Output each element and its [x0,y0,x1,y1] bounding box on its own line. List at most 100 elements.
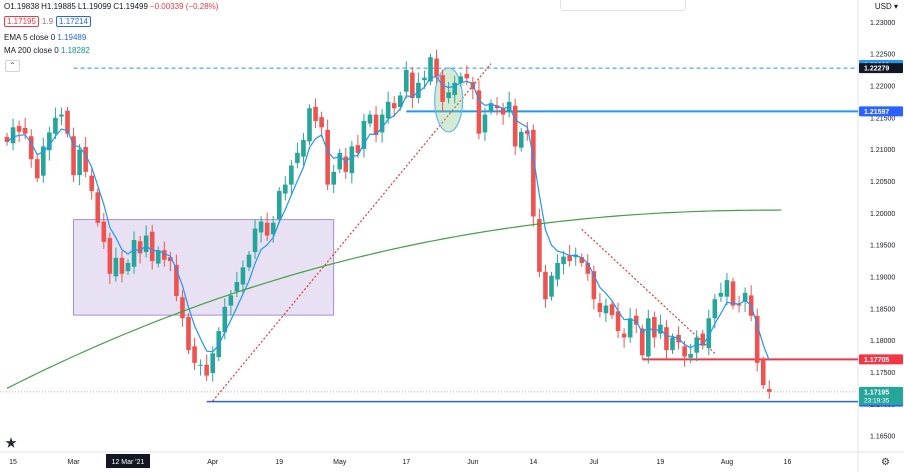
x-tick-label: 12 Mar '21 [112,459,145,466]
y-tick-label: 1.19000 [870,274,895,281]
candle-body [597,303,603,312]
candle-body [712,299,718,319]
x-tick-label: 19 [275,459,283,466]
low-value: L1.19099 [77,2,112,11]
ema-value: 1.19489 [57,33,87,42]
spread-value: 1.9 [41,17,54,26]
candle-body [700,333,706,346]
candle-body [500,108,506,115]
sell-button[interactable]: 1.17195 [4,16,39,27]
ma-legend[interactable]: MA 200 close 0 1.18282 [4,46,90,55]
candle-body [240,267,246,285]
candle-body [736,304,742,306]
candle-body [579,257,585,263]
candle-body [561,256,566,265]
currency-label: USD [874,2,892,11]
candle-body [301,140,306,157]
candle-body [724,280,730,297]
x-tick-label: Jul [589,459,598,466]
currency-selector[interactable]: USD ▾ [875,2,898,11]
candle-body [331,171,336,185]
candle-body [174,264,179,297]
y-tick-label: 1.20000 [870,211,895,218]
y-tick-label: 1.22500 [870,52,895,59]
x-tick-label: Mar [68,459,81,466]
ma-label: MA 200 close 0 [4,46,59,55]
candle-body [16,126,22,132]
candle-body [355,145,361,153]
candle-body [464,73,470,79]
candle-body [458,76,464,83]
label-current-bg [859,386,903,405]
x-tick-label: 17 [402,459,410,466]
drawing-toolbar[interactable] [560,0,686,11]
x-tick-highlight [106,454,150,468]
candle-body [53,117,58,134]
candle-body [337,152,343,170]
candle-body [258,221,264,233]
x-tick-label: 14 [529,459,537,466]
buy-button[interactable]: 1.17214 [56,16,91,27]
candle-body [22,127,28,134]
candle-body [567,255,572,262]
y-tick-label: 1.21000 [870,147,895,154]
candle-body [422,77,427,81]
candle-body [252,228,258,253]
candle-body [143,235,149,253]
label-countdown: 23:19:35 [864,397,890,404]
candle-body [119,257,125,274]
candle-body [555,262,560,280]
gear-icon[interactable]: ⚙ [881,457,890,468]
candle-body [162,250,167,260]
candle-body [125,262,131,272]
label-mid-blue-bg [859,106,903,117]
tradingview-logo-icon[interactable]: ✯ [6,436,17,450]
candle-body [476,90,482,134]
ema-line [6,76,770,361]
candle-body [325,129,330,185]
candle-body [283,184,288,194]
candle-body [585,262,591,274]
y-tick-label: 1.23000 [870,20,895,27]
uptrend-line [212,63,492,402]
candle-body [113,257,119,277]
candle-body [289,165,294,185]
candle-body [210,353,215,374]
candle-body [313,106,318,121]
candle-body [525,130,530,134]
label-top-dashed-bg [859,63,903,74]
candle-body [343,156,349,172]
candle-body [742,292,748,302]
candle-body [482,114,488,133]
candle-body [270,222,276,235]
y-tick-label: 1.19500 [870,243,895,250]
candle-body [639,328,645,356]
x-tick-label: May [333,459,347,466]
candle-body [404,70,409,92]
ema-legend[interactable]: EMA 5 close 0 1.19489 [4,33,86,42]
x-tick-label: Jun [467,459,478,466]
chevron-down-icon: ▾ [893,2,898,11]
candle-body [65,110,70,134]
label-red-bg [859,354,903,365]
candle-body [276,190,282,219]
candle-body [615,311,621,332]
candle-body [531,129,536,217]
close-value: C1.19499 [113,2,148,11]
x-tick-label: 15 [9,459,17,466]
x-tick-label: 16 [784,459,792,466]
collapse-legend-button[interactable]: ⌃ [5,60,20,72]
candle-body [4,136,10,142]
candle-body [603,305,609,314]
candle-body [440,75,445,102]
candle-body [688,353,693,358]
candle-body [397,95,403,107]
candle-body [131,240,137,267]
high-value: H1.19885 [41,2,76,11]
candle-body [591,271,597,300]
candle-body [264,222,270,236]
candle-body [186,317,191,351]
candle-body [155,250,161,264]
candle-body [410,72,415,99]
